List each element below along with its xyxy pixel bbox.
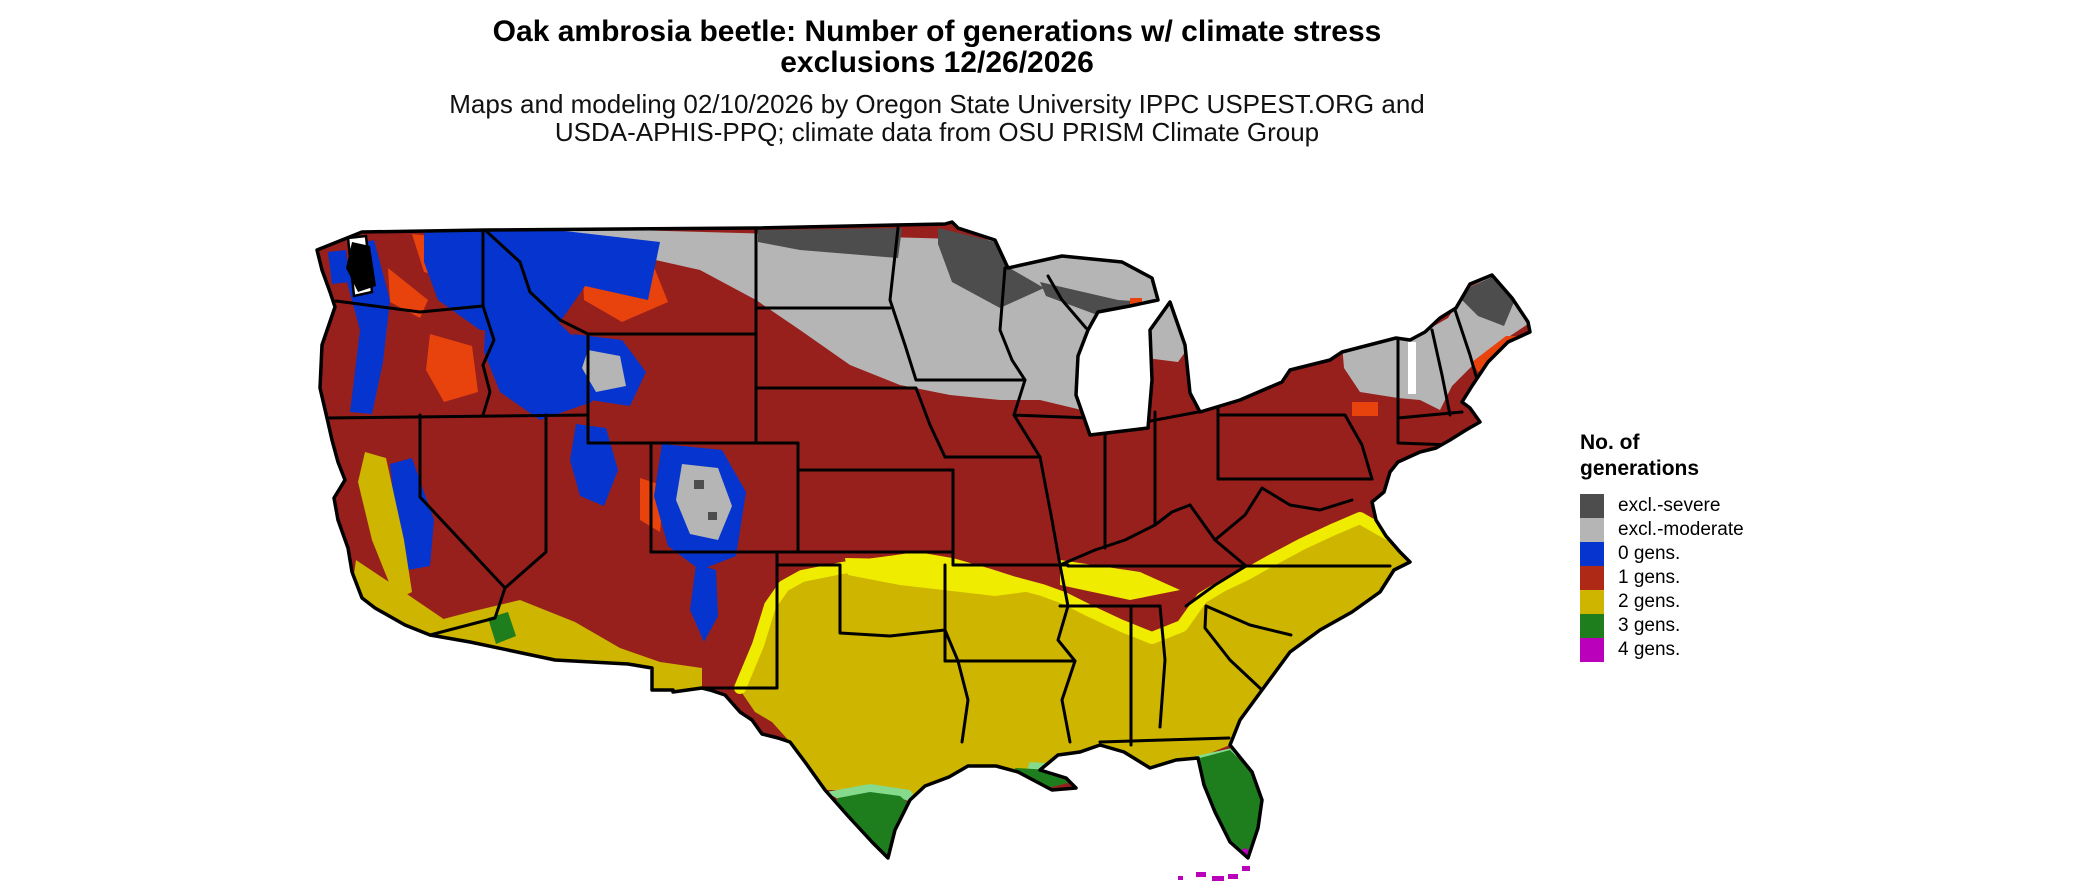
map-title-line2: exclusions 12/26/2026 [780, 46, 1094, 79]
legend-item: 3 gens. [1580, 614, 1880, 638]
legend-item: 2 gens. [1580, 590, 1880, 614]
map-subtitle-line2: USDA-APHIS-PPQ; climate data from OSU PR… [554, 117, 1320, 147]
legend-label: 2 gens. [1618, 591, 1681, 612]
legend-item: excl.-moderate [1580, 518, 1880, 542]
lake-champlain [1408, 342, 1416, 394]
legend-title-line1: No. of [1580, 431, 1640, 454]
legend-swatch-excl-moderate [1580, 518, 1604, 542]
legend-swatch-3-gens [1580, 614, 1604, 638]
legend-swatch-1-gens [1580, 566, 1604, 590]
lakes-and-sounds [346, 234, 1416, 394]
map-title: Oak ambrosia beetle: Number of generatio… [493, 16, 1382, 78]
legend-item: excl.-severe [1580, 494, 1880, 518]
legend-swatch-2-gens [1580, 590, 1604, 614]
legend-label: 1 gens. [1618, 567, 1681, 588]
region-4-gens-keys [1178, 866, 1250, 881]
legend-title: No. of generations [1580, 430, 1880, 482]
map-subtitle: Maps and modeling 02/10/2026 by Oregon S… [449, 90, 1425, 146]
legend-swatch-excl-severe [1580, 494, 1604, 518]
legend-label: excl.-severe [1618, 495, 1721, 516]
legend-label: 0 gens. [1618, 543, 1681, 564]
state-borders [325, 226, 1482, 747]
map-title-line1: Oak ambrosia beetle: Number of generatio… [492, 15, 1382, 48]
region-transition-yellow [734, 512, 1394, 694]
legend-swatch-0-gens [1580, 542, 1604, 566]
legend-label: 3 gens. [1618, 615, 1681, 636]
legend-title-line2: generations [1580, 457, 1700, 480]
legend-item: 0 gens. [1580, 542, 1880, 566]
legend-rows: excl.-severe excl.-moderate 0 gens. 1 ge… [1580, 494, 1880, 662]
conus-outline [315, 220, 1532, 860]
region-excl-moderate-mountain-cores [582, 350, 732, 540]
legend-swatch-4-gens [1580, 638, 1604, 662]
legend-label: 4 gens. [1618, 639, 1681, 660]
legend-item: 4 gens. [1580, 638, 1880, 662]
legend-label: excl.-moderate [1618, 519, 1744, 540]
map-subtitle-line1: Maps and modeling 02/10/2026 by Oregon S… [449, 89, 1425, 119]
legend-item: 1 gens. [1580, 566, 1880, 590]
legend: No. of generations excl.-severe excl.-mo… [1580, 430, 1880, 662]
